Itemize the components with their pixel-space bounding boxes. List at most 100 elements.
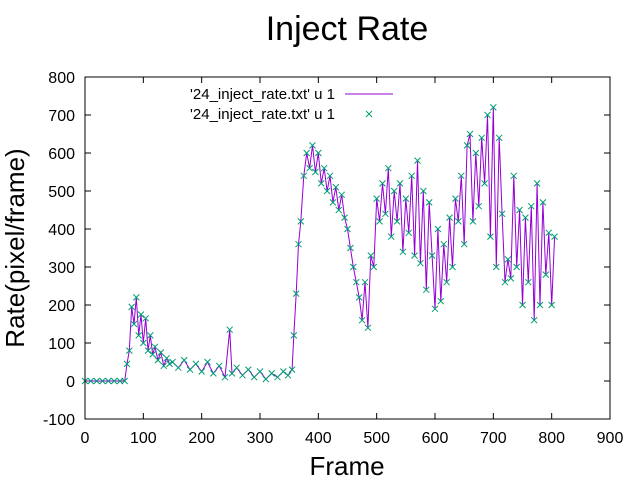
data-point xyxy=(110,377,118,385)
data-point xyxy=(288,366,296,373)
data-point xyxy=(233,364,241,372)
data-point xyxy=(268,370,276,377)
x-tick-label: 300 xyxy=(247,430,274,447)
data-point xyxy=(527,202,535,210)
data-point xyxy=(123,360,131,368)
data-point xyxy=(367,252,375,259)
data-point xyxy=(387,233,395,240)
data-point xyxy=(132,294,140,301)
data-point xyxy=(530,316,538,324)
data-point xyxy=(484,111,491,119)
data-point xyxy=(399,248,407,256)
x-tick-label: 500 xyxy=(363,430,390,447)
data-point xyxy=(489,104,497,111)
data-point xyxy=(130,320,138,328)
data-point xyxy=(99,377,106,385)
data-point xyxy=(226,326,234,334)
data-point xyxy=(204,358,211,366)
data-point xyxy=(382,210,389,218)
x-tick-label: 700 xyxy=(480,430,507,447)
data-point xyxy=(396,180,404,187)
data-point xyxy=(312,168,319,176)
data-point xyxy=(507,275,515,282)
data-point xyxy=(332,183,340,191)
axis-ticks: 0 100 200 300 400 500 600 700 800 900 -100 0 100 200 3… xyxy=(43,70,623,447)
data-point xyxy=(370,263,378,271)
data-point xyxy=(501,278,509,286)
data-point xyxy=(121,377,129,385)
data-point xyxy=(513,263,521,271)
y-tick-label: -100 xyxy=(43,412,75,429)
data-point xyxy=(349,263,357,271)
y-tick-label: 100 xyxy=(48,336,75,353)
x-tick-label: 200 xyxy=(188,430,215,447)
data-point xyxy=(166,360,173,368)
data-point xyxy=(279,368,287,375)
x-tick-label: 600 xyxy=(422,430,449,447)
data-point xyxy=(142,314,150,322)
y-tick-label: 200 xyxy=(48,298,75,315)
data-point xyxy=(379,180,386,187)
data-point xyxy=(402,195,410,202)
data-point xyxy=(475,202,483,210)
data-point xyxy=(157,349,165,356)
data-point xyxy=(355,294,363,301)
data-point xyxy=(417,259,424,267)
data-point xyxy=(250,373,258,381)
data-point xyxy=(163,354,171,362)
series-line xyxy=(85,107,556,382)
data-point xyxy=(411,252,418,259)
data-point xyxy=(437,297,445,305)
data-point xyxy=(209,370,217,377)
data-point xyxy=(297,218,305,225)
data-point xyxy=(314,149,322,157)
data-point xyxy=(125,347,133,354)
data-point xyxy=(422,286,430,294)
data-point xyxy=(539,199,547,206)
data-point xyxy=(256,368,264,375)
data-point xyxy=(180,356,188,364)
data-point xyxy=(292,290,300,297)
data-point xyxy=(487,233,494,240)
data-point xyxy=(149,351,157,358)
data-point xyxy=(137,311,145,318)
data-point xyxy=(457,172,465,180)
data-point xyxy=(361,278,369,286)
data-point xyxy=(545,229,553,237)
data-point xyxy=(446,214,453,221)
data-point xyxy=(408,172,416,180)
data-point xyxy=(317,180,325,187)
data-point xyxy=(522,214,529,221)
data-point xyxy=(492,263,500,271)
data-point xyxy=(93,377,101,385)
legend-label-line: '24_inject_rate.txt' u 1 xyxy=(190,86,335,103)
data-point xyxy=(146,332,154,339)
plot-frame xyxy=(84,76,611,420)
data-point xyxy=(405,229,413,237)
x-tick-label: 800 xyxy=(538,430,565,447)
y-tick-label: 700 xyxy=(48,108,75,125)
data-point xyxy=(419,187,427,195)
data-point xyxy=(364,324,372,332)
data-point xyxy=(186,366,194,373)
data-point xyxy=(533,180,541,187)
y-axis-label: Rate(pixel/frame) xyxy=(0,148,30,347)
data-point xyxy=(326,172,334,180)
data-point xyxy=(284,371,292,379)
legend-point-sample xyxy=(365,110,373,118)
data-point xyxy=(144,347,152,354)
y-tick-label: 400 xyxy=(48,222,75,239)
data-point xyxy=(352,278,360,286)
data-point xyxy=(262,375,270,383)
data-point xyxy=(151,343,159,351)
data-point xyxy=(174,364,182,372)
data-point xyxy=(510,172,518,180)
y-tick-label: 500 xyxy=(48,184,75,201)
data-point xyxy=(548,301,556,309)
data-point xyxy=(495,134,503,142)
data-point xyxy=(329,199,337,206)
data-point xyxy=(160,362,168,370)
data-point xyxy=(198,368,206,375)
